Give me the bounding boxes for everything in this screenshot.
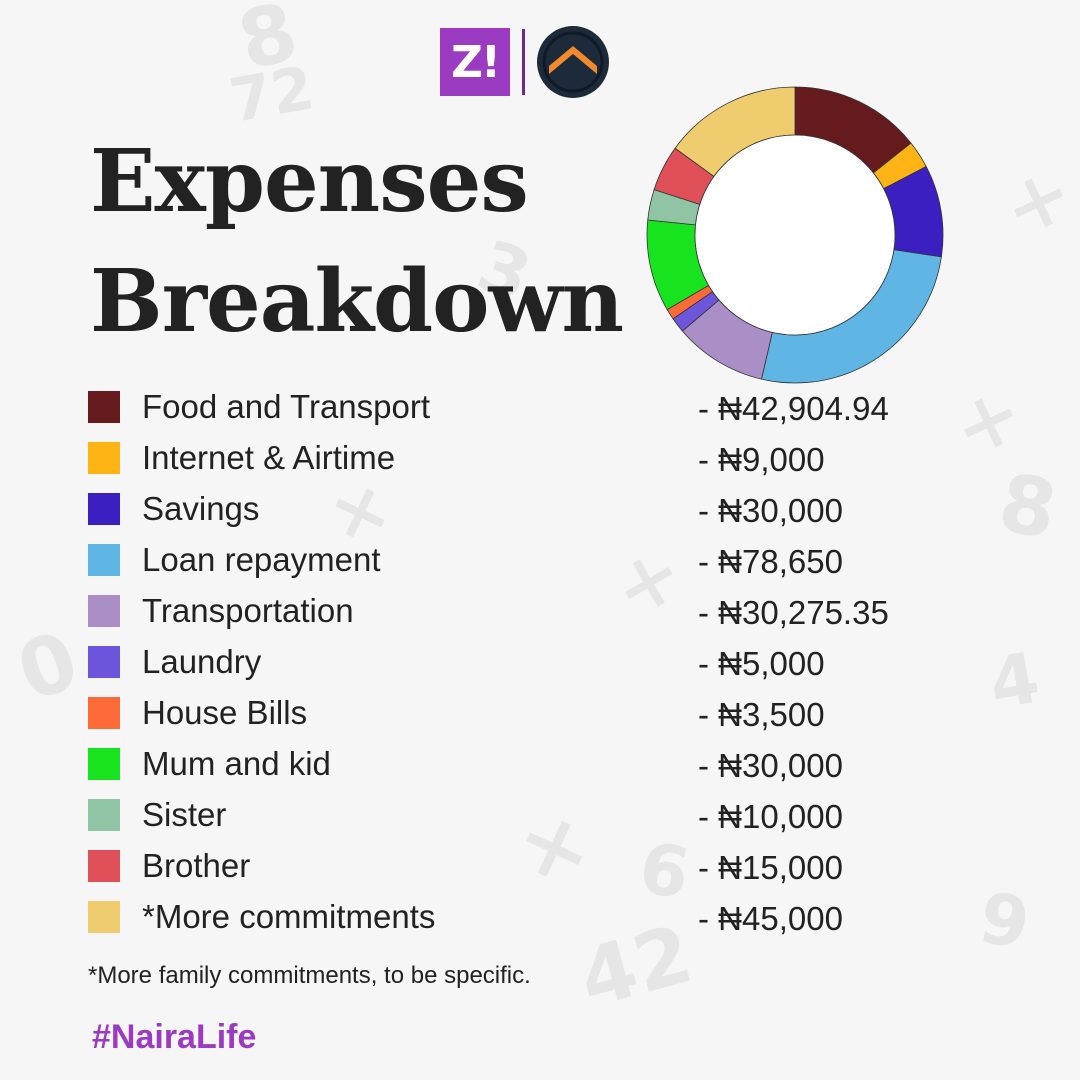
- legend-swatch: [88, 391, 120, 423]
- legend-label: *More commitments: [142, 898, 436, 935]
- legend-label: Laundry: [142, 643, 262, 680]
- donut-hole: [694, 134, 896, 336]
- legend-value: - ₦30,275.35: [698, 594, 889, 631]
- legend-item: Laundry - ₦5,000: [88, 640, 988, 682]
- legend-item: House Bills - ₦3,500: [88, 691, 988, 733]
- legend-swatch: [88, 544, 120, 576]
- zikoko-logo: Z!: [440, 28, 510, 96]
- legend-label: Loan repayment: [142, 541, 381, 578]
- legend-swatch: [88, 748, 120, 780]
- legend-label: Brother: [142, 847, 251, 884]
- footnote: *More family commitments, to be specific…: [88, 962, 531, 989]
- hashtag: #NairaLife: [92, 1018, 257, 1056]
- title-line-2: Breakdown: [90, 251, 624, 352]
- legend-item: Transportation - ₦30,275.35: [88, 589, 988, 631]
- roof-chevron-icon: [537, 26, 609, 98]
- legend-value: - ₦30,000: [698, 747, 843, 784]
- legend-swatch: [88, 595, 120, 627]
- legend-item: *More commitments - ₦45,000: [88, 895, 988, 937]
- legend-swatch: [88, 799, 120, 831]
- legend-swatch: [88, 850, 120, 882]
- header-logos: Z!: [440, 24, 611, 100]
- legend-value: - ₦10,000: [698, 798, 843, 835]
- legend-swatch: [88, 646, 120, 678]
- logo-divider: [522, 29, 525, 95]
- legend-value: - ₦15,000: [698, 849, 843, 886]
- legend-label: House Bills: [142, 694, 308, 731]
- legend-swatch: [88, 697, 120, 729]
- legend-label: Sister: [142, 796, 227, 833]
- donut-chart: [640, 80, 960, 390]
- legend-item: Savings - ₦30,000: [88, 487, 988, 529]
- legend-value: - ₦3,500: [698, 696, 825, 733]
- title-line-1: Expenses: [90, 131, 529, 232]
- legend-item: Internet & Airtime - ₦9,000: [88, 436, 988, 478]
- legend-item: Brother - ₦15,000: [88, 844, 988, 886]
- legend-value: - ₦45,000: [698, 900, 843, 937]
- legend-value: - ₦78,650: [698, 543, 843, 580]
- legend-item: Mum and kid - ₦30,000: [88, 742, 988, 784]
- legend-label: Food and Transport: [142, 388, 431, 425]
- legend-swatch: [88, 901, 120, 933]
- page-title: Expenses Breakdown: [90, 122, 624, 362]
- legend-value: - ₦9,000: [698, 441, 825, 478]
- legend-swatch: [88, 493, 120, 525]
- legend-item: Loan repayment - ₦78,650: [88, 538, 988, 580]
- legend-label: Savings: [142, 490, 260, 527]
- legend-swatch: [88, 442, 120, 474]
- legend-label: Transportation: [142, 592, 354, 629]
- legend-item: Food and Transport - ₦42,904.94: [88, 385, 988, 427]
- legend-label: Internet & Airtime: [142, 439, 396, 476]
- donut-chart-svg: [646, 86, 944, 384]
- legend-value: - ₦42,904.94: [698, 390, 889, 427]
- legend-value: - ₦5,000: [698, 645, 825, 682]
- legend-label: Mum and kid: [142, 745, 331, 782]
- legend-value: - ₦30,000: [698, 492, 843, 529]
- legend-item: Sister - ₦10,000: [88, 793, 988, 835]
